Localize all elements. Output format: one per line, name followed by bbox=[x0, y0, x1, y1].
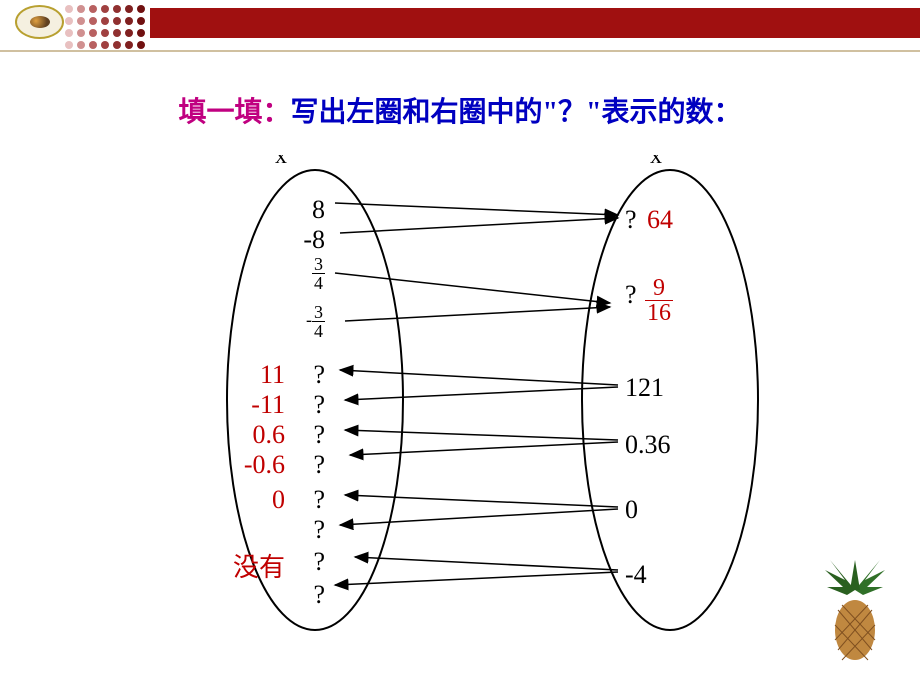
mapping-arrow bbox=[345, 495, 618, 507]
mapping-arrow bbox=[335, 273, 610, 303]
logo-eye-icon bbox=[30, 16, 50, 28]
left-item: 34 bbox=[312, 255, 325, 292]
header-dot bbox=[137, 41, 145, 49]
left-answer: 没有 bbox=[233, 547, 285, 584]
header-bar bbox=[0, 0, 920, 45]
header-stripe bbox=[150, 8, 920, 38]
mapping-arrow bbox=[335, 203, 618, 215]
right-answer: 64 bbox=[647, 205, 673, 235]
header-dot bbox=[125, 41, 133, 49]
right-answer: 916 bbox=[645, 276, 673, 325]
header-dot bbox=[125, 29, 133, 37]
left-question-mark: ? bbox=[313, 515, 325, 545]
header-dot bbox=[77, 41, 85, 49]
left-question-mark: ? bbox=[313, 547, 325, 577]
mapping-arrow bbox=[340, 218, 618, 233]
header-dot bbox=[65, 29, 73, 37]
header-dot bbox=[113, 29, 121, 37]
header-dot bbox=[65, 41, 73, 49]
mapping-arrow bbox=[345, 430, 618, 440]
header-dot bbox=[101, 41, 109, 49]
left-item: -34 bbox=[306, 303, 325, 340]
header-dot bbox=[125, 17, 133, 25]
logo bbox=[15, 5, 64, 39]
mapping-arrow bbox=[345, 307, 610, 321]
header-dot bbox=[77, 29, 85, 37]
header-dots bbox=[65, 5, 147, 51]
left-question-mark: ? bbox=[313, 390, 325, 420]
header-dot bbox=[65, 17, 73, 25]
right-question-mark: ? bbox=[625, 205, 637, 235]
header-dot bbox=[77, 5, 85, 13]
title-part1: 填一填： bbox=[178, 97, 290, 128]
left-answer: -0.6 bbox=[244, 450, 285, 480]
mapping-arrow bbox=[335, 572, 618, 585]
right-item: 121 bbox=[625, 373, 664, 403]
right-set-label: x bbox=[650, 155, 662, 169]
header-divider bbox=[0, 50, 920, 52]
header-dot bbox=[65, 5, 73, 13]
header-dot bbox=[137, 29, 145, 37]
left-question-mark: ? bbox=[313, 360, 325, 390]
right-oval bbox=[582, 170, 758, 630]
mapping-arrow bbox=[340, 370, 618, 385]
left-set-label: x bbox=[275, 155, 287, 169]
header-dot bbox=[77, 17, 85, 25]
header-dot bbox=[113, 17, 121, 25]
right-item: 0.36 bbox=[625, 430, 671, 460]
pineapple-icon bbox=[820, 555, 890, 665]
header-dot bbox=[89, 5, 97, 13]
mapping-arrow bbox=[345, 387, 618, 400]
mapping-diagram: xx2 8-834-3411?-11?0.6?-0.6?0??没有???64?9… bbox=[140, 155, 780, 635]
header-dot bbox=[101, 5, 109, 13]
title-part2: 写出左圈和右圈中的"？"表示的数： bbox=[290, 97, 741, 128]
left-question-mark: ? bbox=[313, 450, 325, 480]
left-item: 8 bbox=[312, 195, 325, 225]
right-item: 0 bbox=[625, 495, 638, 525]
mapping-arrow bbox=[355, 557, 618, 570]
header-dot bbox=[89, 29, 97, 37]
header-dot bbox=[101, 17, 109, 25]
header-dot bbox=[137, 17, 145, 25]
header-dot bbox=[89, 41, 97, 49]
left-question-mark: ? bbox=[313, 420, 325, 450]
left-answer: -11 bbox=[251, 390, 285, 420]
header-dot bbox=[113, 41, 121, 49]
mapping-arrow bbox=[340, 509, 618, 525]
left-answer: 0.6 bbox=[253, 420, 286, 450]
left-answer: 0 bbox=[272, 485, 285, 515]
left-question-mark: ? bbox=[313, 580, 325, 610]
left-question-mark: ? bbox=[313, 485, 325, 515]
header-dot bbox=[89, 17, 97, 25]
right-item: -4 bbox=[625, 560, 647, 590]
left-item: -8 bbox=[303, 225, 325, 255]
header-dot bbox=[137, 5, 145, 13]
header-dot bbox=[125, 5, 133, 13]
right-question-mark: ? bbox=[625, 280, 637, 310]
header-dot bbox=[113, 5, 121, 13]
mapping-arrow bbox=[350, 442, 618, 455]
left-answer: 11 bbox=[260, 360, 285, 390]
page-title: 填一填：写出左圈和右圈中的"？"表示的数： bbox=[0, 90, 920, 130]
header-dot bbox=[101, 29, 109, 37]
